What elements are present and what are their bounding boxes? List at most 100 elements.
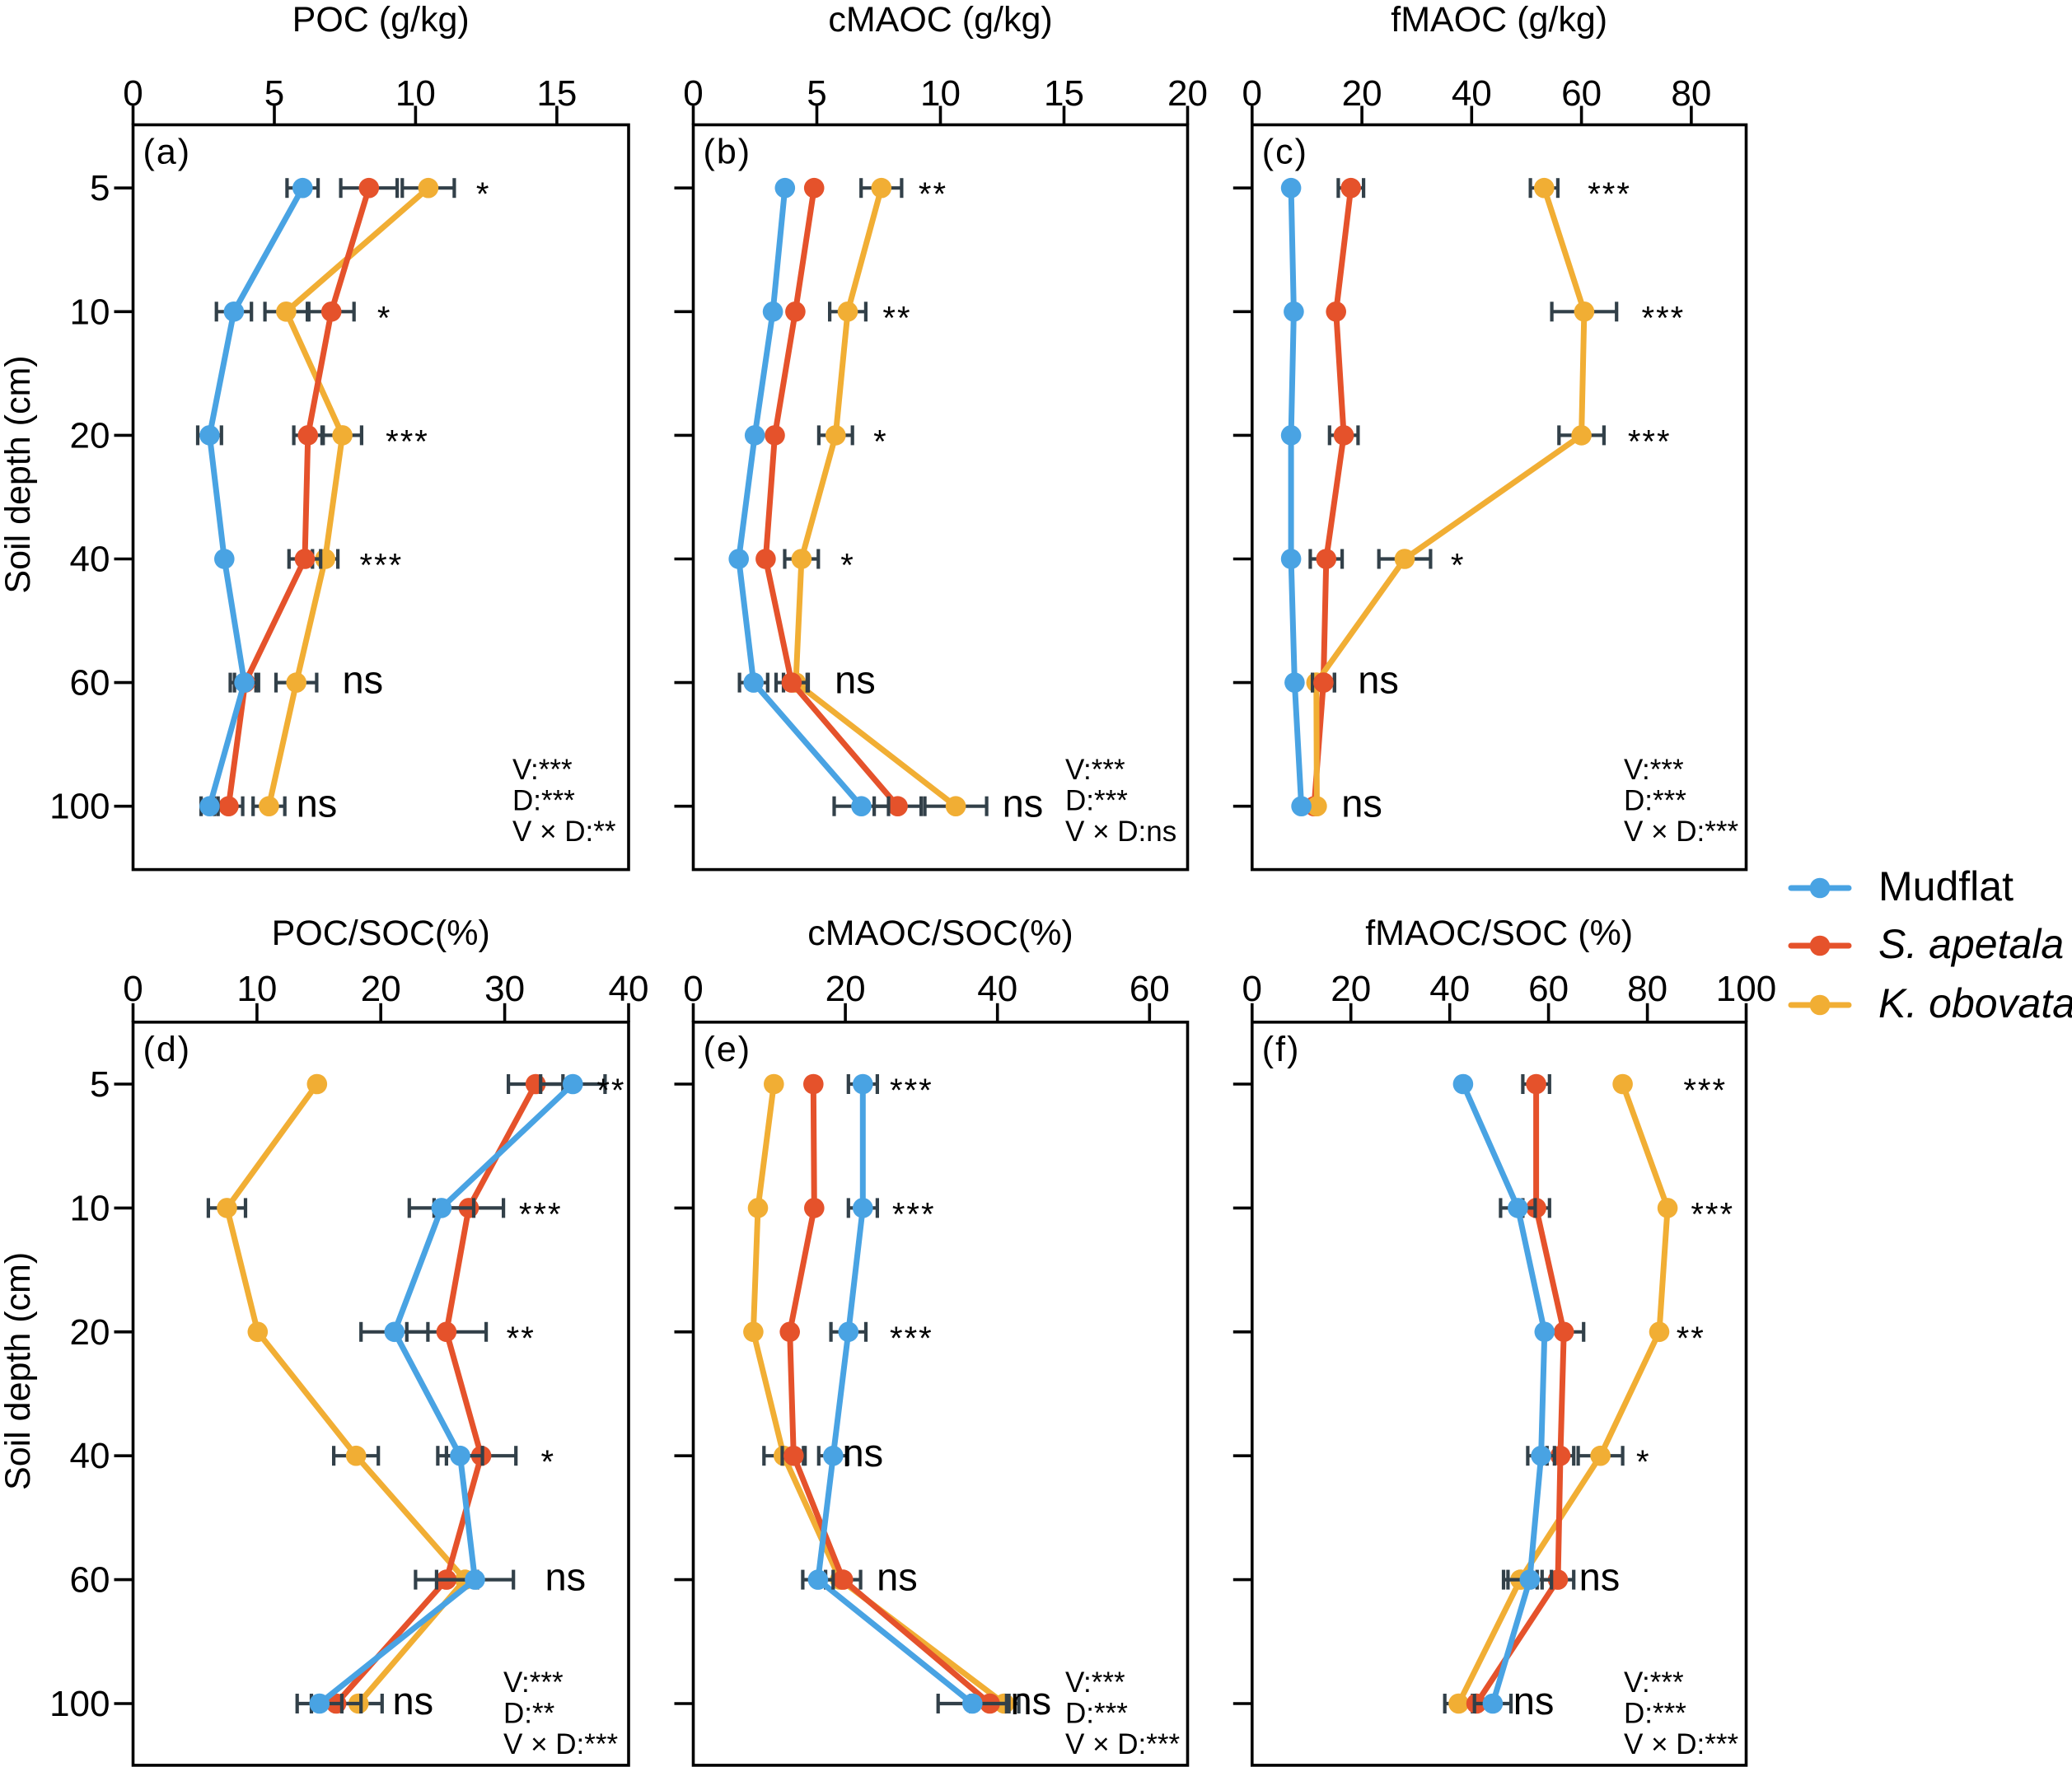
svg-text:*: * [840,548,855,584]
svg-text:V:***: V:*** [512,754,573,786]
svg-text:**: ** [596,1073,625,1109]
svg-text:(b): (b) [704,133,752,172]
svg-text:5: 5 [264,73,284,114]
svg-text:***: *** [890,1073,933,1109]
svg-text:**: ** [1677,1321,1705,1357]
svg-text:40: 40 [977,969,1017,1009]
svg-text:60: 60 [1528,969,1569,1009]
svg-text:ns: ns [1341,782,1382,825]
svg-text:V:***: V:*** [1624,754,1684,786]
svg-text:40: 40 [1429,969,1470,1009]
svg-text:***: *** [1588,176,1631,213]
svg-text:(c): (c) [1262,133,1308,172]
svg-text:(d): (d) [143,1030,192,1069]
svg-text:V:***: V:*** [1624,1666,1684,1699]
svg-text:15: 15 [536,73,577,114]
svg-text:D:***: D:*** [1065,785,1128,817]
svg-text:80: 80 [1627,969,1667,1009]
svg-text:D:***: D:*** [512,785,575,817]
svg-text:POC/SOC(%): POC/SOC(%) [272,914,490,953]
svg-text:5: 5 [90,1064,110,1105]
svg-text:***: *** [1691,1196,1734,1232]
svg-text:0: 0 [683,969,703,1009]
svg-text:20: 20 [826,969,866,1009]
svg-text:V × D:***: V × D:*** [503,1728,618,1760]
svg-text:0: 0 [123,969,143,1009]
svg-text:20: 20 [70,1312,110,1353]
svg-text:15: 15 [1044,73,1084,114]
svg-text:V × D:***: V × D:*** [1065,1728,1180,1760]
svg-text:ns: ns [877,1555,918,1599]
svg-text:ns: ns [1513,1679,1555,1723]
svg-text:*: * [476,176,491,213]
svg-text:***: *** [519,1196,563,1232]
svg-text:60: 60 [1130,969,1170,1009]
svg-text:0: 0 [683,73,703,114]
svg-text:***: *** [360,548,404,584]
svg-text:***: *** [1628,423,1672,460]
svg-text:**: ** [919,176,947,213]
svg-text:Mudflat: Mudflat [1878,863,2014,909]
svg-text:V:***: V:*** [1065,1666,1125,1699]
svg-text:100: 100 [49,1684,110,1724]
svg-text:10: 10 [920,73,961,114]
svg-text:40: 40 [70,1436,110,1476]
svg-text:20: 20 [1331,969,1371,1009]
svg-text:*: * [377,300,392,336]
svg-text:ns: ns [1003,782,1044,825]
svg-text:D:**: D:** [503,1698,555,1730]
svg-text:10: 10 [395,73,436,114]
svg-text:5: 5 [90,168,110,208]
svg-text:fMAOC (g/kg): fMAOC (g/kg) [1391,0,1607,40]
svg-text:80: 80 [1671,73,1711,114]
svg-text:60: 60 [70,1560,110,1601]
svg-text:40: 40 [1452,73,1492,114]
svg-text:cMAOC (g/kg): cMAOC (g/kg) [828,0,1052,40]
svg-text:***: *** [386,423,429,460]
svg-text:cMAOC/SOC(%): cMAOC/SOC(%) [807,914,1073,953]
svg-text:POC (g/kg): POC (g/kg) [292,0,470,40]
svg-text:30: 30 [484,969,525,1009]
svg-text:10: 10 [236,969,277,1009]
svg-text:V × D:***: V × D:*** [1624,816,1738,848]
svg-text:10: 10 [70,1188,110,1228]
svg-text:ns: ns [545,1555,586,1599]
svg-text:100: 100 [49,787,110,827]
svg-text:fMAOC/SOC (%): fMAOC/SOC (%) [1365,914,1633,953]
svg-text:20: 20 [361,969,401,1009]
svg-text:0: 0 [1242,73,1262,114]
svg-text:ns: ns [1010,1679,1051,1723]
svg-text:60: 60 [70,663,110,704]
svg-text:***: *** [1683,1073,1727,1109]
svg-text:K. obovata: K. obovata [1878,980,2072,1026]
svg-text:5: 5 [807,73,826,114]
svg-text:ns: ns [1579,1555,1621,1599]
svg-text:***: *** [890,1321,933,1357]
svg-text:**: ** [507,1321,536,1357]
svg-text:0: 0 [1242,969,1262,1009]
svg-text:ns: ns [835,658,876,702]
svg-text:20: 20 [70,415,110,456]
svg-text:V:***: V:*** [503,1666,564,1699]
svg-text:(a): (a) [143,133,192,172]
svg-text:Soil depth (cm): Soil depth (cm) [0,355,38,593]
svg-text:60: 60 [1561,73,1602,114]
svg-text:ns: ns [842,1431,883,1475]
svg-text:40: 40 [70,540,110,580]
svg-text:(f): (f) [1262,1030,1301,1069]
svg-text:S. apetala: S. apetala [1878,921,2064,967]
svg-text:20: 20 [1167,73,1208,114]
svg-text:Soil depth (cm): Soil depth (cm) [0,1252,38,1490]
svg-text:40: 40 [609,969,649,1009]
svg-text:V:***: V:*** [1065,754,1125,786]
svg-text:D:***: D:*** [1065,1698,1128,1730]
svg-text:***: *** [892,1196,936,1232]
svg-text:V × D:**: V × D:** [512,816,616,848]
svg-text:20: 20 [1342,73,1382,114]
svg-text:0: 0 [123,73,143,114]
svg-text:D:***: D:*** [1624,1698,1686,1730]
svg-text:(e): (e) [704,1030,752,1069]
svg-text:*: * [541,1444,556,1480]
svg-text:ns: ns [392,1679,433,1723]
svg-text:***: *** [1642,300,1686,336]
